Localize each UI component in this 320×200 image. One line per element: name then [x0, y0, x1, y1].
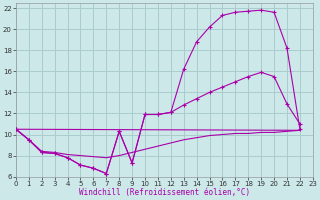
X-axis label: Windchill (Refroidissement éolien,°C): Windchill (Refroidissement éolien,°C): [79, 188, 250, 197]
